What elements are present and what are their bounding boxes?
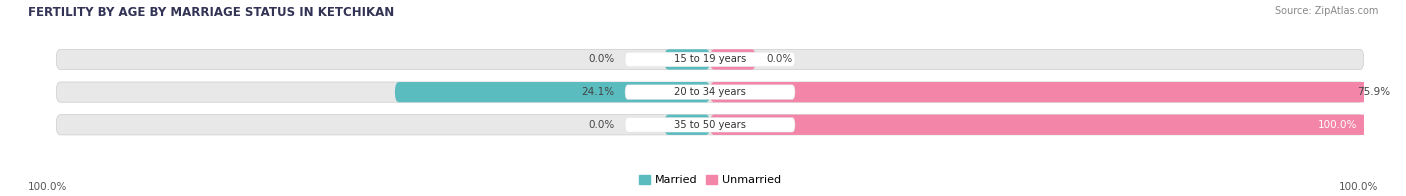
FancyBboxPatch shape xyxy=(664,115,710,135)
Text: 0.0%: 0.0% xyxy=(588,120,614,130)
FancyBboxPatch shape xyxy=(56,49,1364,70)
Text: 100.0%: 100.0% xyxy=(28,182,67,192)
Text: 0.0%: 0.0% xyxy=(588,54,614,64)
FancyBboxPatch shape xyxy=(710,82,1406,102)
Text: 20 to 34 years: 20 to 34 years xyxy=(673,87,747,97)
Text: 0.0%: 0.0% xyxy=(766,54,793,64)
Text: 35 to 50 years: 35 to 50 years xyxy=(673,120,747,130)
FancyBboxPatch shape xyxy=(56,115,1364,135)
Text: FERTILITY BY AGE BY MARRIAGE STATUS IN KETCHIKAN: FERTILITY BY AGE BY MARRIAGE STATUS IN K… xyxy=(28,6,394,19)
Legend: Married, Unmarried: Married, Unmarried xyxy=(634,170,786,190)
FancyBboxPatch shape xyxy=(664,49,710,70)
Text: 100.0%: 100.0% xyxy=(1339,182,1378,192)
FancyBboxPatch shape xyxy=(626,117,794,132)
Text: 100.0%: 100.0% xyxy=(1317,120,1357,130)
FancyBboxPatch shape xyxy=(626,85,794,99)
FancyBboxPatch shape xyxy=(710,115,1406,135)
Text: 75.9%: 75.9% xyxy=(1357,87,1391,97)
Text: 15 to 19 years: 15 to 19 years xyxy=(673,54,747,64)
FancyBboxPatch shape xyxy=(395,82,710,102)
FancyBboxPatch shape xyxy=(626,52,794,67)
Text: 24.1%: 24.1% xyxy=(582,87,614,97)
FancyBboxPatch shape xyxy=(710,49,756,70)
Text: Source: ZipAtlas.com: Source: ZipAtlas.com xyxy=(1274,6,1378,16)
FancyBboxPatch shape xyxy=(56,82,1364,102)
